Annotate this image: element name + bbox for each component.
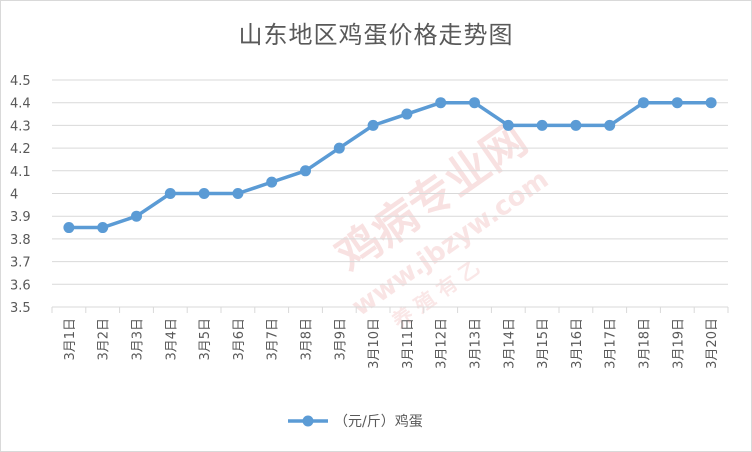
- x-tick-label: 3月13日: [469, 318, 484, 369]
- data-point: [266, 176, 278, 188]
- x-tick-label: 3月18日: [638, 318, 653, 369]
- data-point: [367, 119, 379, 131]
- legend-marker: [302, 415, 314, 427]
- data-point: [705, 97, 717, 109]
- data-point: [232, 188, 244, 199]
- x-tick-label: 3月7日: [266, 318, 281, 361]
- data-point: [198, 188, 210, 199]
- y-tick-label: 4.2: [10, 142, 31, 157]
- data-point: [502, 119, 514, 131]
- y-tick-label: 4: [10, 188, 18, 203]
- x-tick-label: 3月3日: [131, 318, 146, 361]
- x-tick-label: 3月6日: [232, 318, 247, 361]
- series-line: [68, 100, 712, 230]
- x-tick-label: 3月2日: [97, 318, 112, 361]
- y-tick-label: 3.7: [10, 256, 31, 271]
- data-point: [63, 222, 75, 234]
- x-tick-label: 3月10日: [367, 318, 382, 369]
- data-point: [97, 222, 109, 234]
- x-tick-label: 3月15日: [536, 318, 551, 369]
- data-point: [164, 188, 176, 199]
- y-tick-label: 4.3: [10, 119, 31, 134]
- x-tick-label: 3月17日: [604, 318, 619, 369]
- x-tick-label: 3月20日: [705, 318, 720, 369]
- x-tick-label: 3月14日: [502, 318, 517, 369]
- x-tick-label: 3月12日: [435, 318, 450, 369]
- y-tick-label: 3.8: [10, 233, 31, 248]
- data-point: [333, 142, 345, 154]
- x-tick-label: 3月8日: [300, 318, 315, 361]
- x-tick-label: 3月5日: [198, 318, 213, 361]
- data-point: [401, 108, 413, 120]
- y-tick-label: 3.6: [10, 278, 31, 293]
- x-tick-label: 3月9日: [333, 318, 348, 361]
- x-tick-label: 3月19日: [671, 318, 686, 369]
- data-point: [131, 210, 142, 222]
- x-tick-label: 3月4日: [164, 318, 179, 361]
- data-point: [638, 97, 649, 109]
- chart-title: 山东地区鸡蛋价格走势图: [238, 21, 514, 49]
- y-tick-label: 3.5: [10, 301, 31, 316]
- y-tick-label: 4.4: [10, 97, 31, 112]
- x-tick-label: 3月16日: [570, 318, 585, 369]
- y-tick-label: 3.9: [10, 210, 31, 225]
- data-point: [536, 119, 548, 131]
- y-tick-label: 4.1: [10, 165, 31, 180]
- y-tick-label: 4.5: [10, 74, 31, 89]
- data-point: [469, 97, 480, 109]
- legend-label: （元/斤）鸡蛋: [334, 413, 423, 430]
- x-tick-label: 3月1日: [63, 318, 78, 361]
- x-tick-label: 3月11日: [401, 318, 416, 369]
- data-point: [435, 97, 447, 109]
- data-point: [671, 97, 683, 109]
- data-point: [604, 119, 616, 131]
- data-point: [300, 165, 311, 177]
- data-point: [570, 119, 582, 131]
